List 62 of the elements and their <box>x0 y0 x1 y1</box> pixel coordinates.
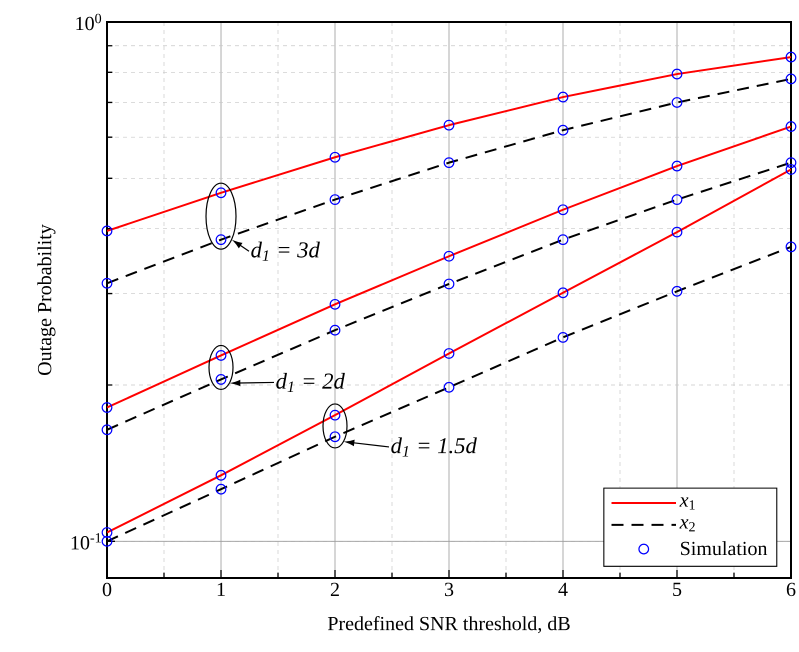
point <box>216 350 226 361</box>
point <box>102 424 112 436</box>
point <box>216 484 226 495</box>
point <box>786 74 796 84</box>
point <box>444 278 454 290</box>
line-series <box>107 56 791 232</box>
x-axis-title: Predefined SNR threshold, dB <box>328 616 570 634</box>
y-axis-title: Outage Probability <box>37 224 56 375</box>
point <box>444 250 454 262</box>
point <box>330 324 340 336</box>
point <box>102 536 112 547</box>
point <box>102 278 112 289</box>
point <box>216 234 226 246</box>
point <box>444 120 454 131</box>
x-tick-label: 2 <box>330 582 339 596</box>
point <box>558 204 568 216</box>
x-tick-label: 4 <box>558 582 568 596</box>
point <box>558 92 568 102</box>
point <box>558 332 568 343</box>
line-series <box>107 168 791 534</box>
y-tick-label: 10$^{0}$ <box>76 14 102 30</box>
point <box>786 157 796 168</box>
point <box>672 160 682 172</box>
y-tick-label: 10$^{-1}$ <box>72 533 101 550</box>
annotation: d$_{1}$ = 1.5d <box>391 437 477 457</box>
x-tick-label: 3 <box>444 582 454 596</box>
point <box>330 194 340 206</box>
x-tick-label: 0 <box>102 582 112 596</box>
point <box>558 287 568 298</box>
point <box>786 164 796 175</box>
legend-label: Simulation <box>681 541 768 556</box>
point <box>672 97 682 108</box>
x-tick-label: 6 <box>786 582 796 596</box>
point <box>330 410 340 421</box>
point <box>672 194 682 206</box>
point <box>330 431 340 442</box>
point <box>444 157 454 168</box>
x-tick-label: 1 <box>218 582 225 596</box>
point <box>444 382 454 393</box>
point <box>786 241 796 252</box>
point <box>558 124 568 136</box>
point <box>444 348 454 359</box>
point <box>672 68 682 80</box>
point <box>102 402 112 413</box>
annotation: d$_{1}$ = 3d <box>251 242 320 261</box>
legend-label: x$_{2}$ <box>679 519 695 532</box>
point <box>330 298 340 310</box>
point <box>558 234 568 246</box>
point <box>672 226 682 238</box>
point <box>216 470 226 481</box>
x-tick-label: 5 <box>673 582 682 596</box>
point <box>672 286 682 297</box>
point <box>786 121 796 132</box>
legend-label: x$_{1}$ <box>679 497 695 510</box>
point <box>102 226 112 236</box>
point <box>330 152 340 163</box>
point <box>786 52 796 62</box>
line-series <box>107 126 791 409</box>
point <box>216 374 226 385</box>
point <box>216 187 226 198</box>
point <box>102 527 112 538</box>
annotation: d$_{1}$ = 2d <box>276 372 345 392</box>
